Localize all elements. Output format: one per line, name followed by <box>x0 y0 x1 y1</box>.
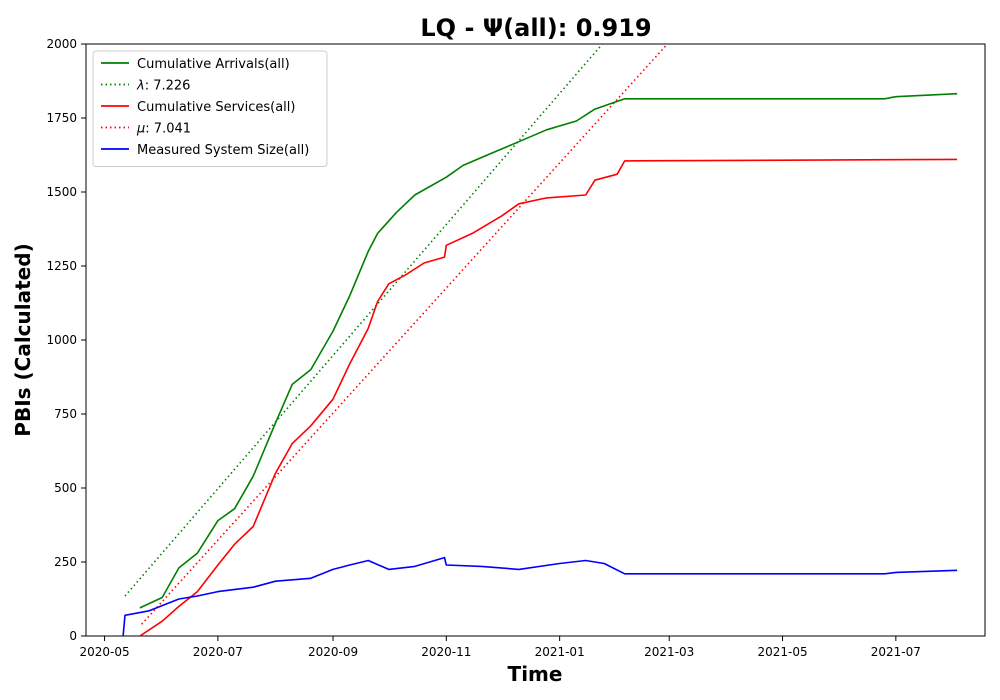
legend: Cumulative Arrivals(all) λ: 7.226 Cumulati… <box>92 50 328 167</box>
legend-label-2: Cumulative Services(all) <box>137 100 295 115</box>
series-line-0 <box>139 92 958 609</box>
legend-label-0: Cumulative Arrivals(all) <box>137 57 290 72</box>
x-tick-label: 2020-05 <box>80 645 130 659</box>
y-tick-label: 750 <box>54 407 77 421</box>
y-tick-label: 0 <box>69 629 77 643</box>
y-tick-label: 1250 <box>46 259 77 273</box>
x-axis-title: Time <box>508 662 563 686</box>
x-tick-label: 2021-01 <box>535 645 585 659</box>
chart-title: LQ - Ψ(all): 0.919 <box>420 14 651 42</box>
y-tick-label: 1000 <box>46 333 77 347</box>
y-tick-label: 250 <box>54 555 77 569</box>
plot-area: 0 250 500 750 1000 1250 1500 1750 2000 2020-05 202… <box>46 37 986 659</box>
y-tick-label: 500 <box>54 481 77 495</box>
legend-label-3: μ: 7.041 <box>136 122 191 137</box>
x-tick-label: 2020-09 <box>308 645 358 659</box>
y-tick-label: 1500 <box>46 185 77 199</box>
series-group <box>122 44 958 636</box>
legend-label-1: λ: 7.226 <box>136 79 190 94</box>
series-line-2 <box>139 158 958 636</box>
x-tick-label: 2021-03 <box>644 645 694 659</box>
legend-box <box>92 50 328 167</box>
x-tick-label: 2020-07 <box>193 645 243 659</box>
y-axis-title: PBIs (Calculated) <box>11 243 35 436</box>
series-line-4 <box>122 556 958 636</box>
series-line-1 <box>124 44 604 597</box>
x-tick-label: 2021-07 <box>871 645 921 659</box>
y-tick-label: 2000 <box>46 37 77 51</box>
y-tick-label: 1750 <box>46 111 77 125</box>
x-tick-label: 2020-11 <box>421 645 471 659</box>
x-tick-label: 2021-05 <box>757 645 807 659</box>
legend-label-4: Measured System Size(all) <box>137 143 309 158</box>
